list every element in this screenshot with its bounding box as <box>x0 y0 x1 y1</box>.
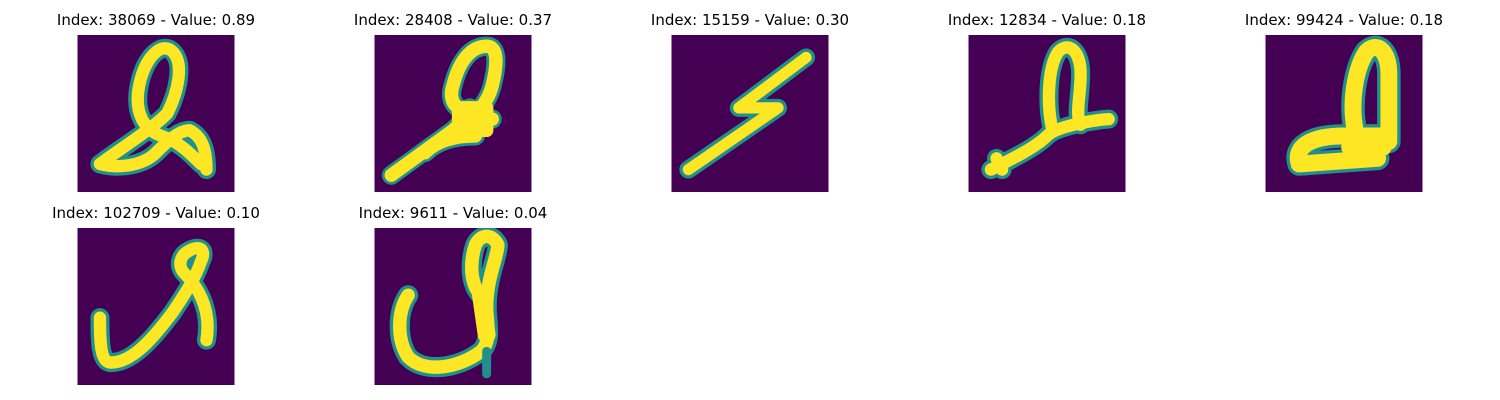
digit-panel-1: Index: 38069 - Value: 0.89 <box>36 9 276 192</box>
panel-title: Index: 38069 - Value: 0.89 <box>56 11 256 29</box>
panel-title: Index: 28408 - Value: 0.37 <box>353 11 553 29</box>
digit-panel-5: Index: 99424 - Value: 0.18 <box>1224 9 1464 192</box>
panel-title: Index: 102709 - Value: 0.10 <box>52 204 260 222</box>
panel-title: Index: 9611 - Value: 0.04 <box>358 204 548 222</box>
digit-panel-2: Index: 28408 - Value: 0.37 <box>333 9 573 192</box>
digit-image <box>671 35 829 192</box>
digit-panel-7: Index: 9611 - Value: 0.04 <box>333 202 573 385</box>
digit-image <box>1265 35 1423 192</box>
digit-image <box>77 228 235 385</box>
panel-title: Index: 15159 - Value: 0.30 <box>650 11 850 29</box>
digit-panel-4: Index: 12834 - Value: 0.18 <box>927 9 1167 192</box>
digit-panel-6: Index: 102709 - Value: 0.10 <box>36 202 276 385</box>
digit-image <box>374 35 532 192</box>
panel-title: Index: 12834 - Value: 0.18 <box>947 11 1147 29</box>
digit-panel-3: Index: 15159 - Value: 0.30 <box>630 9 870 192</box>
digit-image <box>968 35 1126 192</box>
panel-title: Index: 99424 - Value: 0.18 <box>1244 11 1444 29</box>
digit-image <box>374 228 532 385</box>
digit-image <box>77 35 235 192</box>
